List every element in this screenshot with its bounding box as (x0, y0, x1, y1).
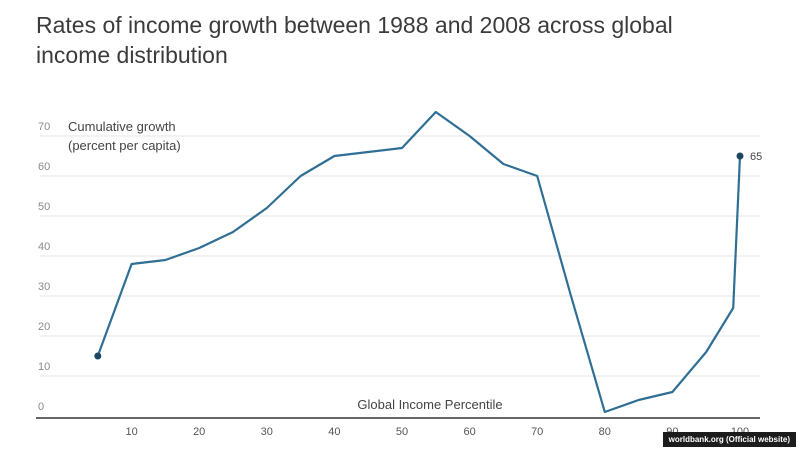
x-tick-label-10: 10 (125, 426, 137, 438)
y-tick-label-10: 10 (38, 361, 50, 373)
x-tick-label-40: 40 (328, 426, 340, 438)
y-tick-label-0: 0 (38, 401, 44, 413)
series-line-0 (96, 110, 742, 414)
y-axis-title-line-1: Cumulative growth (68, 119, 176, 134)
series-group (94, 110, 744, 414)
x-tick-label-80: 80 (599, 426, 611, 438)
x-axis-title: Global Income Percentile (357, 397, 502, 412)
y-tick-label-50: 50 (38, 201, 50, 213)
x-tick-label-60: 60 (463, 426, 475, 438)
y-axis-title-line-2: (percent per capita) (68, 138, 181, 153)
x-tick-label-30: 30 (261, 426, 273, 438)
start-point (94, 352, 102, 360)
x-tick-label-20: 20 (193, 426, 205, 438)
gridlines (40, 135, 760, 377)
end-point (736, 152, 744, 160)
y-tick-label-70: 70 (38, 121, 50, 133)
end-value-label: 65 (750, 151, 762, 163)
y-tick-label-40: 40 (38, 241, 50, 253)
x-tick-labels: 102030405060708090100 (125, 426, 749, 438)
y-tick-label-60: 60 (38, 161, 50, 173)
y-tick-label-30: 30 (38, 281, 50, 293)
source-badge: worldbank.org (Official website) (662, 432, 796, 447)
y-tick-labels: 0 10 20 30 40 50 60 70 (38, 121, 50, 413)
y-tick-label-20: 20 (38, 321, 50, 333)
x-tick-label-50: 50 (396, 426, 408, 438)
chart-title: Rates of income growth between 1988 and … (36, 12, 673, 68)
x-tick-label-70: 70 (531, 426, 543, 438)
